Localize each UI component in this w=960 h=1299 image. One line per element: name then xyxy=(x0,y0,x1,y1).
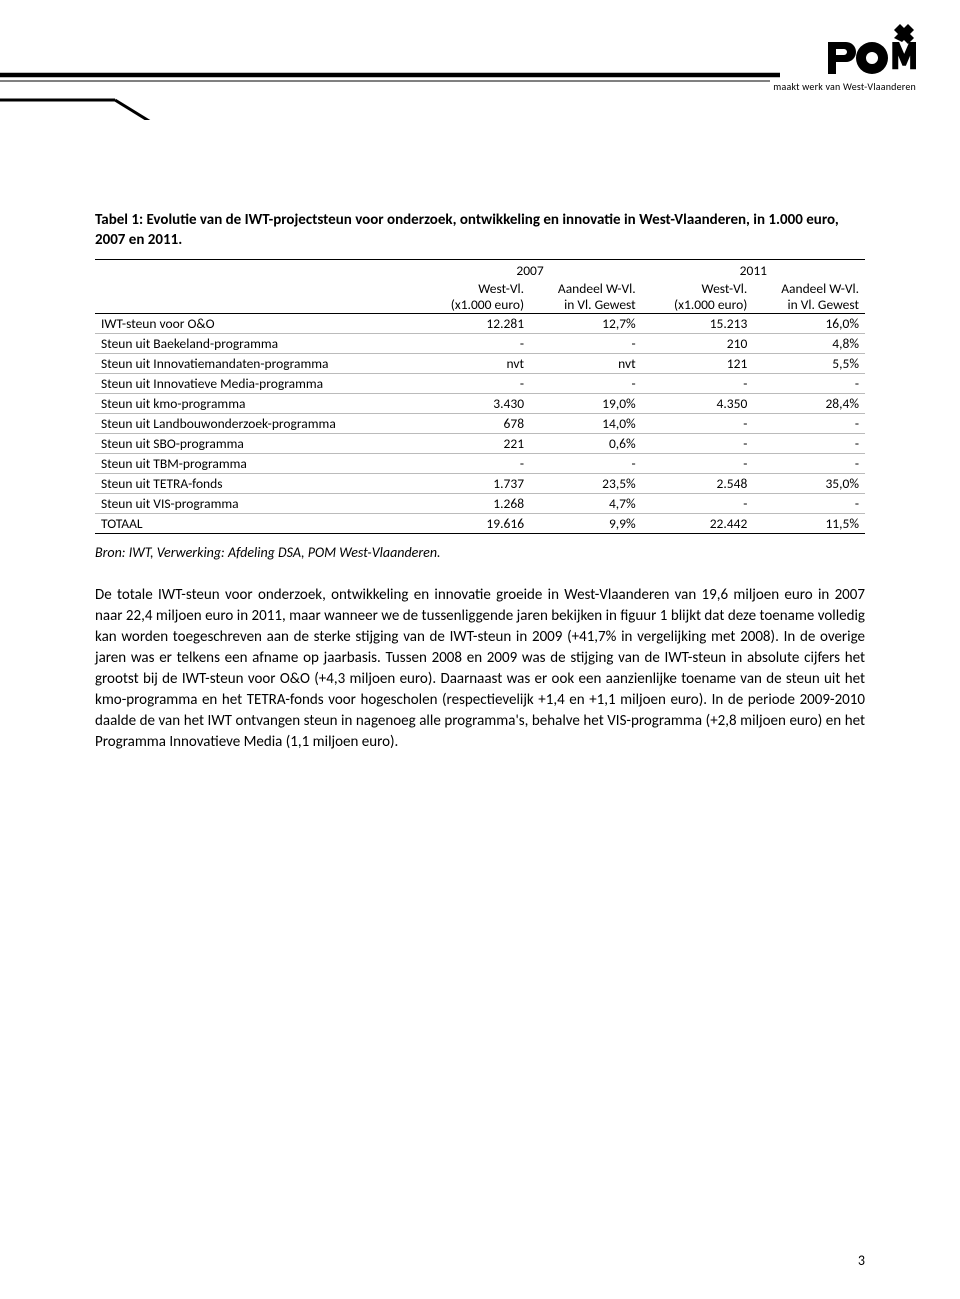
table-row: Steun uit kmo-programma3.43019,0%4.35028… xyxy=(95,393,865,413)
row-value: 4.350 xyxy=(642,393,754,413)
row-value: 678 xyxy=(418,413,530,433)
table-header-row: West-Vl.(x1.000 euro) Aandeel W-Vl.in Vl… xyxy=(95,281,865,314)
total-label: TOTAAL xyxy=(95,513,418,533)
logo-tagline: maakt werk van West-Vlaanderen xyxy=(773,80,916,93)
table-row: IWT-steun voor O&O12.28112,7%15.21316,0% xyxy=(95,313,865,333)
row-value: nvt xyxy=(418,353,530,373)
row-value: 2.548 xyxy=(642,473,754,493)
table-row: Steun uit SBO-programma2210,6%-- xyxy=(95,433,865,453)
row-value: 4,8% xyxy=(753,333,865,353)
year-2011: 2011 xyxy=(642,259,865,281)
row-label: Steun uit TETRA-fonds xyxy=(95,473,418,493)
row-label: Steun uit VIS-programma xyxy=(95,493,418,513)
table-row: Steun uit Innovatiemandaten-programmanvt… xyxy=(95,353,865,373)
row-value: 5,5% xyxy=(753,353,865,373)
row-value: - xyxy=(753,493,865,513)
table-row: Steun uit TETRA-fonds1.73723,5%2.54835,0… xyxy=(95,473,865,493)
row-label: Steun uit TBM-programma xyxy=(95,453,418,473)
pom-logo-icon xyxy=(826,20,916,76)
row-label: IWT-steun voor O&O xyxy=(95,313,418,333)
row-value: - xyxy=(418,373,530,393)
page-content: Tabel 1: Evolutie van de IWT-projectsteu… xyxy=(95,210,865,753)
row-value: - xyxy=(418,453,530,473)
row-value: 221 xyxy=(418,433,530,453)
row-value: - xyxy=(642,453,754,473)
col-header: Aandeel W-Vl.in Vl. Gewest xyxy=(530,281,642,314)
row-value: 19,0% xyxy=(530,393,642,413)
row-value: 14,0% xyxy=(530,413,642,433)
row-value: - xyxy=(753,433,865,453)
row-value: 12.281 xyxy=(418,313,530,333)
row-value: - xyxy=(530,453,642,473)
row-value: 3.430 xyxy=(418,393,530,413)
total-value: 19.616 xyxy=(418,513,530,533)
col-header: West-Vl.(x1.000 euro) xyxy=(418,281,530,314)
row-label: Steun uit Innovatiemandaten-programma xyxy=(95,353,418,373)
row-value: 1.737 xyxy=(418,473,530,493)
table-year-row: 2007 2011 xyxy=(95,259,865,281)
row-value: - xyxy=(642,433,754,453)
col-header: Aandeel W-Vl.in Vl. Gewest xyxy=(753,281,865,314)
row-value: - xyxy=(530,373,642,393)
col-header: West-Vl.(x1.000 euro) xyxy=(642,281,754,314)
row-value: 12,7% xyxy=(530,313,642,333)
row-value: - xyxy=(753,373,865,393)
row-value: 16,0% xyxy=(753,313,865,333)
total-value: 11,5% xyxy=(753,513,865,533)
table-row: Steun uit TBM-programma---- xyxy=(95,453,865,473)
row-value: 15.213 xyxy=(642,313,754,333)
row-value: 23,5% xyxy=(530,473,642,493)
row-label: Steun uit Baekeland-programma xyxy=(95,333,418,353)
table-source: Bron: IWT, Verwerking: Afdeling DSA, POM… xyxy=(95,544,865,561)
row-value: - xyxy=(753,453,865,473)
table-title: Tabel 1: Evolutie van de IWT-projectsteu… xyxy=(95,210,865,251)
year-2007: 2007 xyxy=(418,259,641,281)
row-value: 28,4% xyxy=(753,393,865,413)
body-paragraph: De totale IWT-steun voor onderzoek, ontw… xyxy=(95,585,865,753)
row-value: 1.268 xyxy=(418,493,530,513)
row-value: nvt xyxy=(530,353,642,373)
table-row: Steun uit Baekeland-programma--2104,8% xyxy=(95,333,865,353)
row-value: 35,0% xyxy=(753,473,865,493)
logo: maakt werk van West-Vlaanderen xyxy=(773,20,916,93)
page-number: 3 xyxy=(858,1252,865,1269)
table-row: Steun uit Innovatieve Media-programma---… xyxy=(95,373,865,393)
row-label: Steun uit Innovatieve Media-programma xyxy=(95,373,418,393)
row-value: 210 xyxy=(642,333,754,353)
row-value: - xyxy=(418,333,530,353)
total-value: 9,9% xyxy=(530,513,642,533)
table-total-row: TOTAAL19.6169,9%22.44211,5% xyxy=(95,513,865,533)
row-label: Steun uit kmo-programma xyxy=(95,393,418,413)
row-label: Steun uit Landbouwonderzoek-programma xyxy=(95,413,418,433)
row-value: - xyxy=(530,333,642,353)
data-table: 2007 2011 West-Vl.(x1.000 euro) Aandeel … xyxy=(95,259,865,534)
row-value: 4,7% xyxy=(530,493,642,513)
row-value: 0,6% xyxy=(530,433,642,453)
row-value: - xyxy=(642,373,754,393)
total-value: 22.442 xyxy=(642,513,754,533)
row-value: - xyxy=(753,413,865,433)
row-value: - xyxy=(642,493,754,513)
table-row: Steun uit Landbouwonderzoek-programma678… xyxy=(95,413,865,433)
row-value: - xyxy=(642,413,754,433)
row-label: Steun uit SBO-programma xyxy=(95,433,418,453)
row-value: 121 xyxy=(642,353,754,373)
table-row: Steun uit VIS-programma1.2684,7%-- xyxy=(95,493,865,513)
